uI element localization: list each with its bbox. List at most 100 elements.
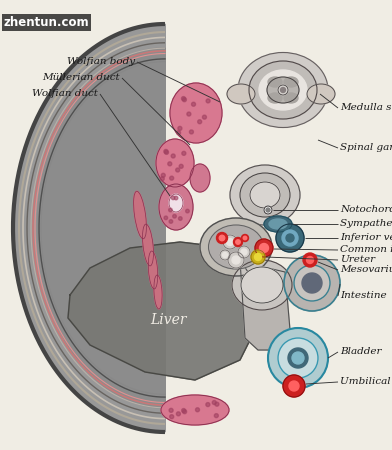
Circle shape: [169, 208, 172, 212]
Circle shape: [284, 255, 340, 311]
Ellipse shape: [264, 216, 292, 232]
Circle shape: [216, 233, 227, 243]
Circle shape: [281, 87, 285, 93]
Text: Liver: Liver: [150, 313, 186, 327]
Circle shape: [254, 253, 261, 261]
Circle shape: [168, 162, 172, 166]
Circle shape: [307, 256, 314, 264]
Circle shape: [206, 403, 210, 406]
Circle shape: [192, 102, 196, 106]
Circle shape: [165, 150, 169, 154]
Circle shape: [187, 112, 191, 116]
Circle shape: [243, 236, 247, 240]
Ellipse shape: [232, 260, 292, 310]
Circle shape: [278, 85, 288, 95]
Circle shape: [170, 415, 174, 419]
Ellipse shape: [169, 194, 183, 212]
Ellipse shape: [200, 218, 272, 276]
Ellipse shape: [170, 83, 222, 143]
Ellipse shape: [267, 77, 299, 103]
Circle shape: [178, 217, 182, 220]
Text: Bladder: Bladder: [340, 347, 381, 356]
Text: Medulla spinalis: Medulla spinalis: [340, 104, 392, 112]
Circle shape: [228, 252, 244, 268]
Circle shape: [176, 412, 180, 416]
Polygon shape: [37, 48, 165, 408]
Ellipse shape: [227, 84, 255, 104]
Circle shape: [286, 234, 294, 242]
Circle shape: [181, 409, 186, 413]
Ellipse shape: [159, 184, 193, 230]
Text: Ureter: Ureter: [340, 256, 375, 265]
Circle shape: [198, 120, 201, 124]
Circle shape: [183, 410, 187, 414]
Circle shape: [289, 381, 299, 391]
Circle shape: [189, 130, 193, 134]
Circle shape: [276, 224, 304, 252]
Circle shape: [220, 250, 230, 260]
Circle shape: [251, 250, 265, 264]
Circle shape: [264, 206, 272, 214]
Text: Intestine: Intestine: [340, 292, 387, 301]
Circle shape: [196, 408, 200, 412]
Circle shape: [164, 149, 168, 153]
Circle shape: [241, 249, 247, 255]
Ellipse shape: [240, 173, 290, 217]
Ellipse shape: [143, 224, 153, 266]
Ellipse shape: [190, 164, 210, 192]
Circle shape: [160, 177, 164, 181]
Circle shape: [181, 97, 185, 100]
Ellipse shape: [307, 84, 335, 104]
Circle shape: [214, 414, 218, 418]
Ellipse shape: [209, 225, 263, 269]
Text: Müllerian duct: Müllerian duct: [42, 73, 120, 82]
Text: Inferior vena cava: Inferior vena cava: [340, 234, 392, 243]
Polygon shape: [13, 24, 165, 432]
Circle shape: [234, 238, 243, 247]
Circle shape: [294, 265, 330, 301]
Circle shape: [223, 252, 227, 257]
Text: zhentun.com: zhentun.com: [4, 16, 90, 29]
Circle shape: [282, 230, 298, 246]
Ellipse shape: [161, 395, 229, 425]
Text: Sympathetic ganglion: Sympathetic ganglion: [340, 220, 392, 229]
Circle shape: [170, 176, 174, 180]
Circle shape: [236, 240, 240, 244]
Circle shape: [176, 131, 181, 135]
Text: Wolfian duct: Wolfian duct: [32, 90, 98, 99]
Text: Wolfian body: Wolfian body: [67, 58, 135, 67]
Text: Mesovarium: Mesovarium: [340, 266, 392, 274]
Polygon shape: [240, 260, 290, 350]
Circle shape: [176, 168, 180, 172]
Circle shape: [238, 246, 250, 258]
Circle shape: [182, 98, 187, 102]
Circle shape: [302, 273, 322, 293]
Ellipse shape: [268, 77, 282, 87]
Circle shape: [173, 215, 176, 218]
Text: Common iliac artery: Common iliac artery: [340, 246, 392, 255]
Circle shape: [266, 208, 270, 212]
Ellipse shape: [156, 139, 194, 187]
Circle shape: [212, 400, 216, 405]
Circle shape: [223, 235, 237, 249]
Circle shape: [255, 239, 273, 257]
Ellipse shape: [154, 275, 162, 309]
Circle shape: [268, 328, 328, 388]
Circle shape: [278, 338, 318, 378]
Text: Spinal ganglion: Spinal ganglion: [340, 144, 392, 153]
Circle shape: [164, 216, 168, 220]
Ellipse shape: [134, 191, 146, 239]
Ellipse shape: [238, 53, 328, 127]
Circle shape: [169, 408, 173, 412]
Circle shape: [171, 154, 175, 158]
Circle shape: [232, 256, 240, 264]
Circle shape: [179, 164, 183, 168]
Text: Notochord: Notochord: [340, 206, 392, 215]
Ellipse shape: [241, 267, 283, 303]
Circle shape: [171, 196, 175, 200]
Circle shape: [227, 238, 234, 246]
Ellipse shape: [148, 251, 158, 289]
Circle shape: [206, 99, 210, 103]
Ellipse shape: [230, 165, 300, 225]
Ellipse shape: [284, 77, 298, 87]
